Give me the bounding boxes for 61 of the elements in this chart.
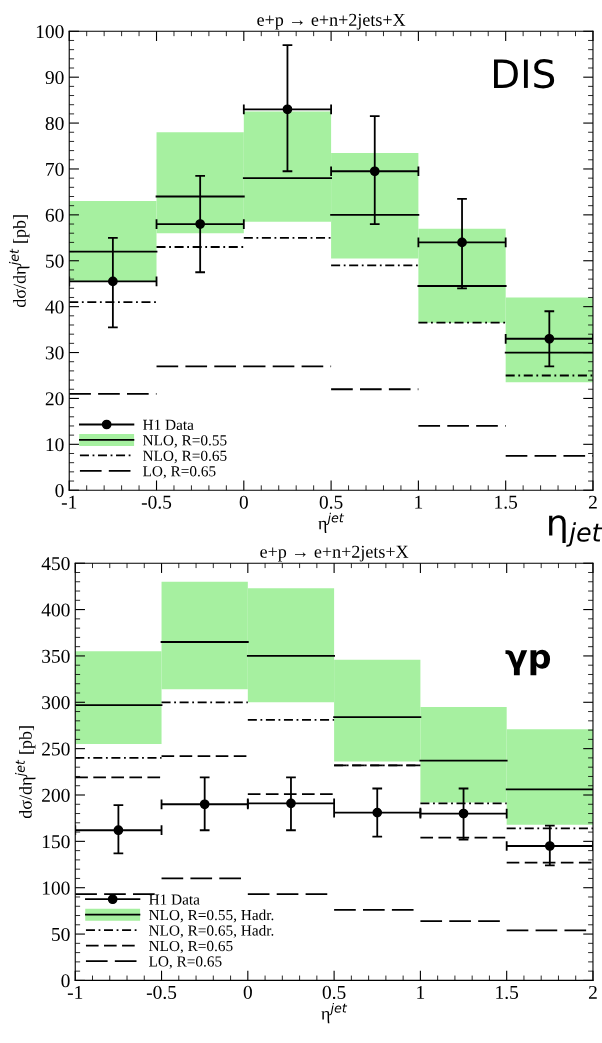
legend-label: NLO, R=0.65: [143, 450, 227, 464]
x-tick-label: 1.5: [496, 985, 519, 1000]
y-axis-title: dσ/dη$^{jet}$ [pb]: [9, 215, 30, 308]
x-tick-label: 1: [417, 985, 425, 999]
chart-title: e+p → e+n+2jets+X: [257, 13, 406, 30]
y-tick-label: 100: [36, 25, 64, 39]
y-tick-label: 150: [42, 835, 70, 849]
y-tick-label: 0: [55, 484, 64, 498]
x-tick-label: 0.5: [322, 985, 346, 1000]
y-tick-label: 0: [61, 974, 70, 988]
x-tick-label: 2: [588, 495, 597, 509]
x-axis-title: η$^{jet}$: [321, 1002, 348, 1024]
x-tick-label: -0.5: [141, 495, 172, 509]
x-tick-label: 0.5: [319, 495, 343, 509]
chart-title: e+p → e+n+2jets+X: [260, 545, 409, 562]
x-tick-label: 0: [239, 495, 248, 509]
legend-label: NLO, R=0.65, Hadr.: [149, 924, 274, 938]
y-tick-label: 400: [41, 603, 70, 617]
y-tick-label: 40: [45, 300, 64, 314]
y-tick-label: 20: [45, 392, 64, 406]
y-tick-label: 70: [46, 162, 64, 176]
point: [544, 333, 555, 344]
legend-label: NLO, R=0.55: [143, 435, 227, 448]
x-tick-label: 1: [415, 495, 423, 509]
y-axis-title: dσ/dη$^{jet}$ [pb]: [15, 726, 36, 819]
y-tick-label: 80: [45, 116, 64, 131]
y-tick-label: 300: [42, 696, 70, 710]
point: [195, 219, 206, 229]
y-tick-label: 50: [52, 927, 70, 941]
legend-label: LO, R=0.65: [149, 956, 222, 969]
legend-label: H1 Data: [143, 419, 194, 430]
x-tick-label: -0.5: [146, 985, 177, 1000]
y-tick-label: 450: [41, 557, 70, 571]
y-tick-label: 200: [42, 788, 70, 802]
x-tick-label: 2: [588, 985, 597, 999]
point: [544, 841, 555, 851]
x-tick-label: 0: [243, 985, 252, 999]
y-tick-label: 90: [45, 71, 64, 85]
point: [199, 799, 210, 810]
annotation: γp: [505, 649, 551, 676]
point: [113, 825, 124, 836]
legend-label: LO, R=0.65: [143, 466, 216, 479]
x-axis-title: η$^{jet}$: [318, 512, 345, 534]
annotation: DIS: [494, 59, 555, 89]
y-tick-label: 100: [42, 881, 70, 895]
y-tick-label: 30: [45, 346, 64, 360]
point: [372, 807, 383, 818]
y-tick-label: 250: [42, 742, 70, 756]
point: [457, 237, 467, 248]
legend-label: NLO, R=0.65: [149, 940, 233, 954]
y-tick-label: 60: [45, 208, 64, 222]
x-tick-label: 1.5: [495, 495, 518, 509]
point: [458, 808, 469, 819]
y-tick-label: 10: [46, 438, 64, 452]
y-tick-label: 50: [46, 254, 64, 268]
point: [286, 798, 296, 809]
point: [108, 276, 118, 287]
point: [369, 166, 380, 177]
text: η$_{jet}$: [549, 515, 602, 547]
legend-label: NLO, R=0.55, Hadr.: [149, 909, 274, 923]
y-tick-label: 350: [42, 649, 70, 663]
